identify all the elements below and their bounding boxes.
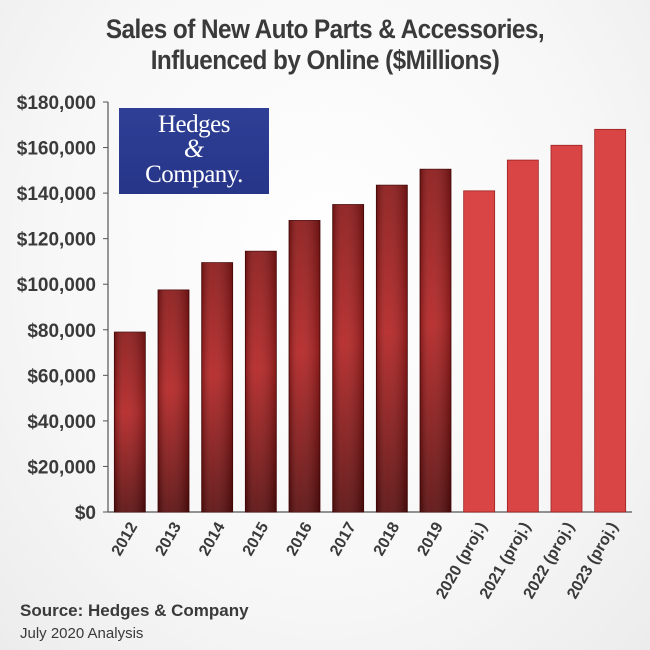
bar-actual xyxy=(419,168,452,513)
bar-actual xyxy=(113,331,146,513)
bar-sheen xyxy=(332,204,364,512)
bar-sheen xyxy=(245,251,277,512)
bar-sheen xyxy=(114,332,146,512)
logo-line-2: & xyxy=(183,134,205,163)
bar-sheen xyxy=(376,185,408,512)
bar-sheen xyxy=(289,220,320,512)
bar-actual xyxy=(288,220,321,513)
bars xyxy=(113,128,627,513)
bar-sheen xyxy=(420,169,451,512)
bar-sheen xyxy=(201,262,233,512)
bar-projected xyxy=(463,190,496,513)
x-tick-label: 2018 xyxy=(371,519,404,558)
y-tick-label: $100,000 xyxy=(17,275,96,296)
y-tick-label: $120,000 xyxy=(17,230,96,251)
logo-line-1: Hedges xyxy=(158,111,230,138)
x-tick-label: 2014 xyxy=(196,519,229,558)
y-tick-label: $40,000 xyxy=(27,412,96,433)
chart-title-line-1: Sales of New Auto Parts & Accessories, xyxy=(105,14,545,44)
y-tick-label: $0 xyxy=(75,503,96,524)
x-tick-label: 2019 xyxy=(414,519,447,558)
hedges-company-logo: Hedges & Company. xyxy=(119,108,269,194)
bar-rect xyxy=(594,128,627,513)
bar-projected xyxy=(594,128,627,513)
bar-rect xyxy=(463,190,496,513)
y-tick-label: $180,000 xyxy=(17,93,96,114)
chart-title: Sales of New Auto Parts & Accessories, I… xyxy=(33,14,618,76)
bar-actual xyxy=(332,204,365,513)
bar-sheen xyxy=(158,289,189,512)
x-tick-label: 2016 xyxy=(283,519,316,558)
logo-line-3: Company. xyxy=(145,161,243,188)
bar-rect xyxy=(550,144,583,513)
bar-actual xyxy=(157,289,190,513)
bar-rect xyxy=(506,159,539,513)
y-tick-label: $140,000 xyxy=(17,184,96,205)
bar-actual xyxy=(244,250,277,513)
bar-projected xyxy=(506,159,539,513)
bar-actual xyxy=(201,262,234,513)
y-tick-label: $160,000 xyxy=(17,139,96,160)
x-tick-label: 2015 xyxy=(240,519,273,558)
axes xyxy=(107,102,632,513)
x-tick-label: 2012 xyxy=(109,519,142,558)
bar-projected xyxy=(550,144,583,513)
x-tick-label: 2017 xyxy=(327,519,360,558)
y-tick-label: $20,000 xyxy=(27,457,96,478)
bar-actual xyxy=(375,184,408,513)
chart-title-line-2: Influenced by Online ($Millions) xyxy=(150,45,500,75)
y-axis-ticks: $0 $20,000 $40,000 $60,000 $80,000 $100,000 $1… xyxy=(17,93,108,524)
analysis-date: July 2020 Analysis xyxy=(20,625,144,642)
x-tick-label: 2013 xyxy=(152,519,185,558)
y-tick-label: $80,000 xyxy=(27,321,96,342)
y-tick-label: $60,000 xyxy=(27,366,96,387)
source-note: Source: Hedges & Company xyxy=(20,601,249,620)
